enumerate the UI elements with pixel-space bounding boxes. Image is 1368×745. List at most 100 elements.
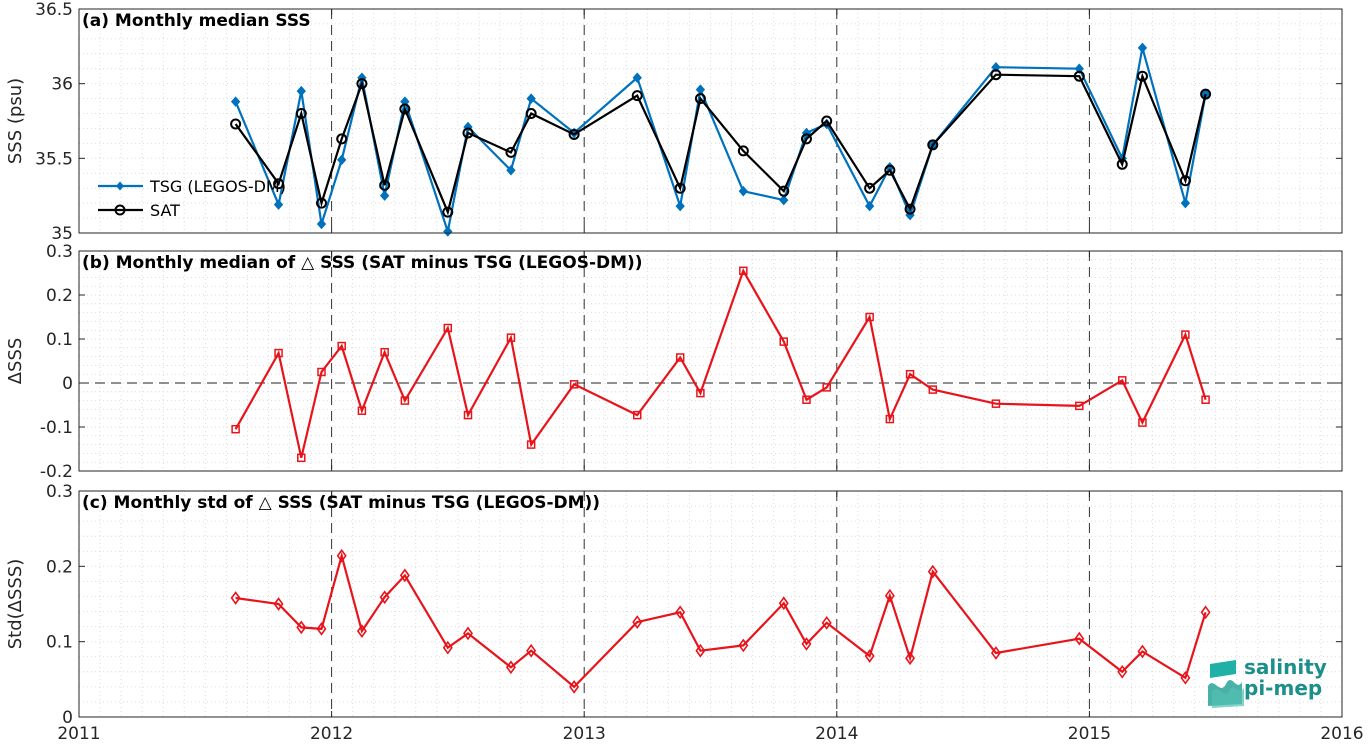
data-point: [927, 139, 939, 151]
legend: TSG (LEGOS-DM) SAT: [98, 177, 286, 220]
data-point: [316, 621, 327, 636]
data-point: [462, 127, 474, 139]
data-point: [778, 185, 790, 197]
legend-label: SAT: [150, 201, 180, 220]
data-point: [356, 624, 367, 638]
data-point: [739, 266, 748, 276]
data-point: [317, 367, 326, 377]
series-line: [234, 72, 1207, 216]
data-point: [1073, 70, 1085, 82]
data-point: [1117, 664, 1128, 679]
data-point: [991, 61, 1001, 73]
data-point: [675, 353, 685, 362]
data-point: [296, 85, 306, 97]
data-point: [1138, 418, 1147, 427]
data-point: [864, 649, 875, 663]
data-point: [631, 90, 643, 102]
data-point: [568, 128, 580, 140]
panel-title: (c) Monthly std of △ SSS (SAT minus TSG …: [82, 493, 600, 513]
data-point: [927, 564, 938, 579]
data-point: [525, 108, 537, 120]
y-tick-label: 36.5: [35, 0, 73, 20]
data-point: [905, 651, 916, 666]
data-point: [379, 179, 391, 191]
x-tick-label: 2011: [57, 724, 100, 744]
data-point: [1074, 63, 1084, 74]
data-point: [1074, 631, 1085, 646]
data-point: [1137, 644, 1148, 659]
y-tick-label: 0: [62, 374, 73, 394]
data-point: [295, 108, 307, 120]
data-point: [885, 414, 895, 424]
data-point: [231, 424, 240, 434]
panel-title: (b) Monthly median of △ SSS (SAT minus T…: [82, 253, 643, 273]
panel-2: -0.2 -0.1 0 0.1 0.2 0.3 ΔSSS (b) Monthly median…: [5, 242, 1343, 482]
series-line-3: [230, 548, 1211, 694]
wave-logo-icon: [1208, 660, 1244, 708]
salinity-pimep-logo: [1206, 656, 1346, 710]
data-point: [443, 226, 453, 237]
data-point: [864, 200, 875, 212]
data-point: [632, 410, 642, 420]
data-point: [357, 406, 367, 415]
x-tick-label: 2014: [815, 724, 858, 744]
data-point: [336, 548, 347, 563]
x-tick-label: 2013: [563, 724, 606, 744]
y-tick-label: 0.2: [46, 557, 73, 577]
data-point: [463, 626, 473, 641]
data-point: [505, 146, 517, 158]
data-point: [694, 93, 706, 105]
y-tick-label: 36: [51, 75, 73, 95]
series-line: [234, 268, 1207, 459]
grid: [79, 250, 1342, 472]
data-point: [379, 190, 390, 201]
legend-marker: [114, 204, 126, 216]
y-tick-label: 0.2: [46, 286, 73, 306]
x-tick-label: 2015: [1068, 724, 1111, 744]
y-tick-label: -0.2: [40, 462, 73, 482]
data-point: [1136, 70, 1148, 82]
data-point: [905, 369, 915, 379]
data-point: [1075, 401, 1084, 411]
data-point: [273, 178, 285, 190]
data-point: [884, 588, 895, 603]
data-point: [738, 638, 749, 653]
data-point: [821, 115, 833, 127]
data-point: [230, 118, 242, 130]
data-point: [230, 96, 241, 107]
series-sat: [230, 69, 1212, 218]
data-point: [336, 133, 348, 145]
data-point: [695, 643, 706, 658]
series-line: [235, 551, 1207, 689]
data-point: [801, 637, 812, 651]
panel-title: (a) Monthly median SSS: [82, 11, 311, 31]
data-point: [1116, 158, 1128, 170]
logo-text: salinity pi-mep: [1244, 657, 1327, 699]
data-point: [632, 615, 643, 629]
data-point: [1137, 42, 1148, 54]
series-line-2: [231, 266, 1210, 463]
y-axis-label: SSS (psu): [5, 78, 26, 164]
data-point: [802, 395, 811, 404]
data-point: [274, 348, 283, 358]
data-point: [569, 680, 580, 694]
grid: [79, 8, 1342, 234]
legend-label: TSG (LEGOS-DM): [149, 177, 286, 196]
data-point: [379, 590, 390, 605]
panel-3: 0 0.1 0.2 0.3 Std(ΔSSS) (c) Monthly std of △ …: [5, 482, 1343, 728]
data-point: [526, 93, 536, 104]
logo-line-2: pi-mep: [1244, 676, 1323, 700]
data-point: [526, 440, 536, 449]
data-point: [1200, 605, 1211, 620]
data-point: [1180, 670, 1191, 685]
data-point: [904, 203, 916, 215]
data-point: [864, 182, 876, 194]
data-point: [1180, 197, 1191, 209]
data-point: [1201, 395, 1210, 404]
y-axis-label: Std(ΔSSS): [5, 559, 26, 650]
data-point: [399, 103, 411, 115]
data-point: [506, 333, 516, 342]
data-point: [505, 660, 516, 675]
data-point: [990, 646, 1001, 660]
